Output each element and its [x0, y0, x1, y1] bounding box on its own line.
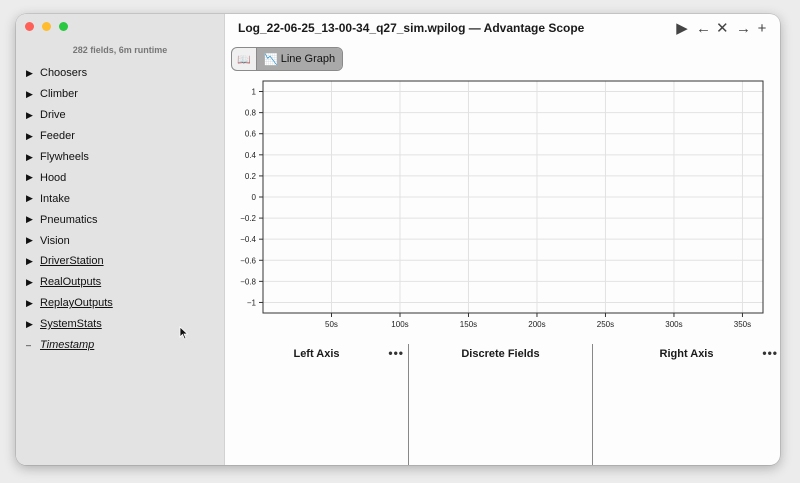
y-tick-label: 1 [252, 88, 257, 97]
expand-arrow-icon[interactable]: ▶ [26, 151, 33, 162]
tree-item-intake[interactable]: ▶ Intake [26, 188, 113, 209]
y-tick-label: −0.4 [240, 235, 256, 244]
y-tick-label: 0.6 [245, 130, 257, 139]
field-tree: ▶ Choosers ▶ Climber ▶ Drive ▶ Feeder ▶ Flywheels… [26, 63, 113, 355]
y-tick-label: −0.6 [240, 256, 256, 265]
line-graph-chart[interactable]: 1 0.8 0.6 0.4 0.2 0 −0.2 −0.4 −0.6 −0.8 −1 50s 100s… [225, 77, 780, 342]
window-controls [25, 22, 68, 31]
left-axis-panel[interactable]: Left Axis ••• [225, 344, 408, 465]
tab-line-graph-label: Line Graph [280, 53, 336, 65]
x-tick-label: 300s [665, 320, 682, 329]
tree-item-drive[interactable]: ▶ Drive [26, 105, 113, 126]
x-tick-label: 250s [597, 320, 614, 329]
y-tick-label: −0.8 [240, 277, 256, 286]
tab-bar: 📖 📉 Line Graph [231, 47, 344, 71]
y-tick-label: −0.2 [240, 214, 256, 223]
expand-arrow-icon[interactable]: ▶ [26, 235, 33, 246]
tree-item-label: Choosers [40, 67, 88, 80]
x-tick-label: 50s [325, 320, 338, 329]
field-summary: 282 fields, 6m runtime [72, 45, 168, 55]
x-tick-label: 150s [460, 320, 477, 329]
axis-panels: Left Axis ••• Discrete Fields Right Axis… [225, 344, 780, 465]
y-tick-label: −1 [247, 298, 257, 307]
tree-item-systemstats[interactable]: ▶ SystemStats [26, 314, 113, 335]
app-window: 282 fields, 6m runtime ▶ Choosers ▶ Climber… [16, 14, 780, 465]
x-tick-label: 100s [391, 320, 408, 329]
discrete-fields-title: Discrete Fields [461, 348, 540, 360]
tree-item-label: Flywheels [40, 151, 89, 163]
add-tab-icon[interactable]: + [757, 20, 767, 37]
tab-documentation[interactable]: 📖 [232, 48, 257, 70]
right-axis-title: Right Axis [659, 348, 714, 360]
expand-arrow-icon[interactable]: ▶ [26, 255, 33, 266]
x-tick-label: 200s [528, 320, 545, 329]
right-axis-panel[interactable]: Right Axis ••• [593, 344, 780, 465]
tree-item-label: SystemStats [40, 318, 102, 331]
tree-item-realoutputs[interactable]: ▶ RealOutputs [26, 272, 113, 293]
tree-item-label: Drive [40, 109, 66, 122]
expand-arrow-icon[interactable]: ▶ [26, 109, 33, 120]
dash-icon[interactable]: – [26, 340, 32, 351]
tree-item-replayoutputs[interactable]: ▶ ReplayOutputs [26, 293, 113, 314]
window-title: Log_22-06-25_13-00-34_q27_sim.wpilog — A… [238, 21, 585, 35]
expand-arrow-icon[interactable]: ▶ [26, 297, 33, 308]
expand-arrow-icon[interactable]: ▶ [26, 318, 33, 329]
y-tick-label: 0.8 [245, 109, 257, 118]
tab-line-graph[interactable]: 📉 Line Graph [257, 48, 343, 70]
book-icon: 📖 [237, 53, 251, 66]
sidebar: 282 fields, 6m runtime ▶ Choosers ▶ Climber… [16, 14, 225, 465]
x-axis-ticks: 50s 100s 150s 200s 250s 300s 350s [325, 313, 751, 329]
left-axis-menu-icon[interactable]: ••• [388, 346, 404, 360]
line-graph-icon: 📉 [264, 53, 278, 66]
expand-arrow-icon[interactable]: ▶ [26, 88, 33, 99]
right-axis-menu-icon[interactable]: ••• [762, 346, 778, 360]
expand-arrow-icon[interactable]: ▶ [26, 67, 33, 78]
close-window-button[interactable] [25, 22, 34, 31]
tree-item-climber[interactable]: ▶ Climber [26, 84, 113, 105]
title-controls: ▶ ← ✕ → + [676, 21, 768, 36]
expand-arrow-icon[interactable]: ▶ [26, 214, 33, 225]
tree-item-label: Intake [40, 192, 70, 205]
main-area: Log_22-06-25_13-00-34_q27_sim.wpilog — A… [225, 14, 780, 465]
tree-item-label: Timestamp [40, 339, 95, 352]
discrete-fields-panel[interactable]: Discrete Fields [409, 344, 592, 465]
tree-item-vision[interactable]: ▶ Vision [26, 230, 113, 251]
back-arrow-icon[interactable]: ← [696, 20, 711, 37]
chart-grid [263, 81, 763, 313]
close-tab-icon[interactable]: ✕ [716, 20, 729, 37]
y-axis-ticks: 1 0.8 0.6 0.4 0.2 0 −0.2 −0.4 −0.6 −0.8 −1 [240, 88, 263, 307]
expand-arrow-icon[interactable]: ▶ [26, 193, 33, 204]
tree-item-choosers[interactable]: ▶ Choosers [26, 63, 113, 84]
expand-arrow-icon[interactable]: ▶ [26, 130, 33, 141]
tree-item-hood[interactable]: ▶ Hood [26, 167, 113, 188]
tree-item-driverstation[interactable]: ▶ DriverStation [26, 251, 113, 272]
panel-divider[interactable] [408, 344, 409, 465]
tree-item-label: RealOutputs [40, 276, 102, 289]
x-tick-label: 350s [734, 320, 751, 329]
tree-item-timestamp[interactable]: – Timestamp [26, 335, 113, 356]
minimize-window-button[interactable] [42, 22, 51, 31]
tree-item-feeder[interactable]: ▶ Feeder [26, 126, 113, 147]
tree-item-label: Feeder [40, 130, 75, 143]
tree-item-label: ReplayOutputs [40, 297, 113, 310]
plot-frame [262, 80, 764, 314]
expand-arrow-icon[interactable]: ▶ [26, 276, 33, 287]
mouse-cursor-icon [179, 326, 189, 340]
zoom-window-button[interactable] [59, 22, 68, 31]
tree-item-label: DriverStation [40, 255, 104, 268]
tree-item-flywheels[interactable]: ▶ Flywheels [26, 147, 113, 168]
y-tick-label: 0.2 [245, 172, 257, 181]
panel-divider[interactable] [592, 344, 593, 465]
tree-item-pneumatics[interactable]: ▶ Pneumatics [26, 209, 113, 230]
forward-arrow-icon[interactable]: → [736, 20, 751, 37]
y-tick-label: 0.4 [245, 151, 257, 160]
left-axis-title: Left Axis [293, 348, 340, 360]
expand-arrow-icon[interactable]: ▶ [26, 172, 33, 183]
tree-item-label: Vision [40, 234, 70, 247]
tree-item-label: Climber [40, 88, 78, 101]
tree-item-label: Pneumatics [40, 213, 98, 226]
play-icon[interactable]: ▶ [676, 20, 688, 37]
y-tick-label: 0 [252, 193, 257, 202]
tree-item-label: Hood [40, 171, 67, 184]
